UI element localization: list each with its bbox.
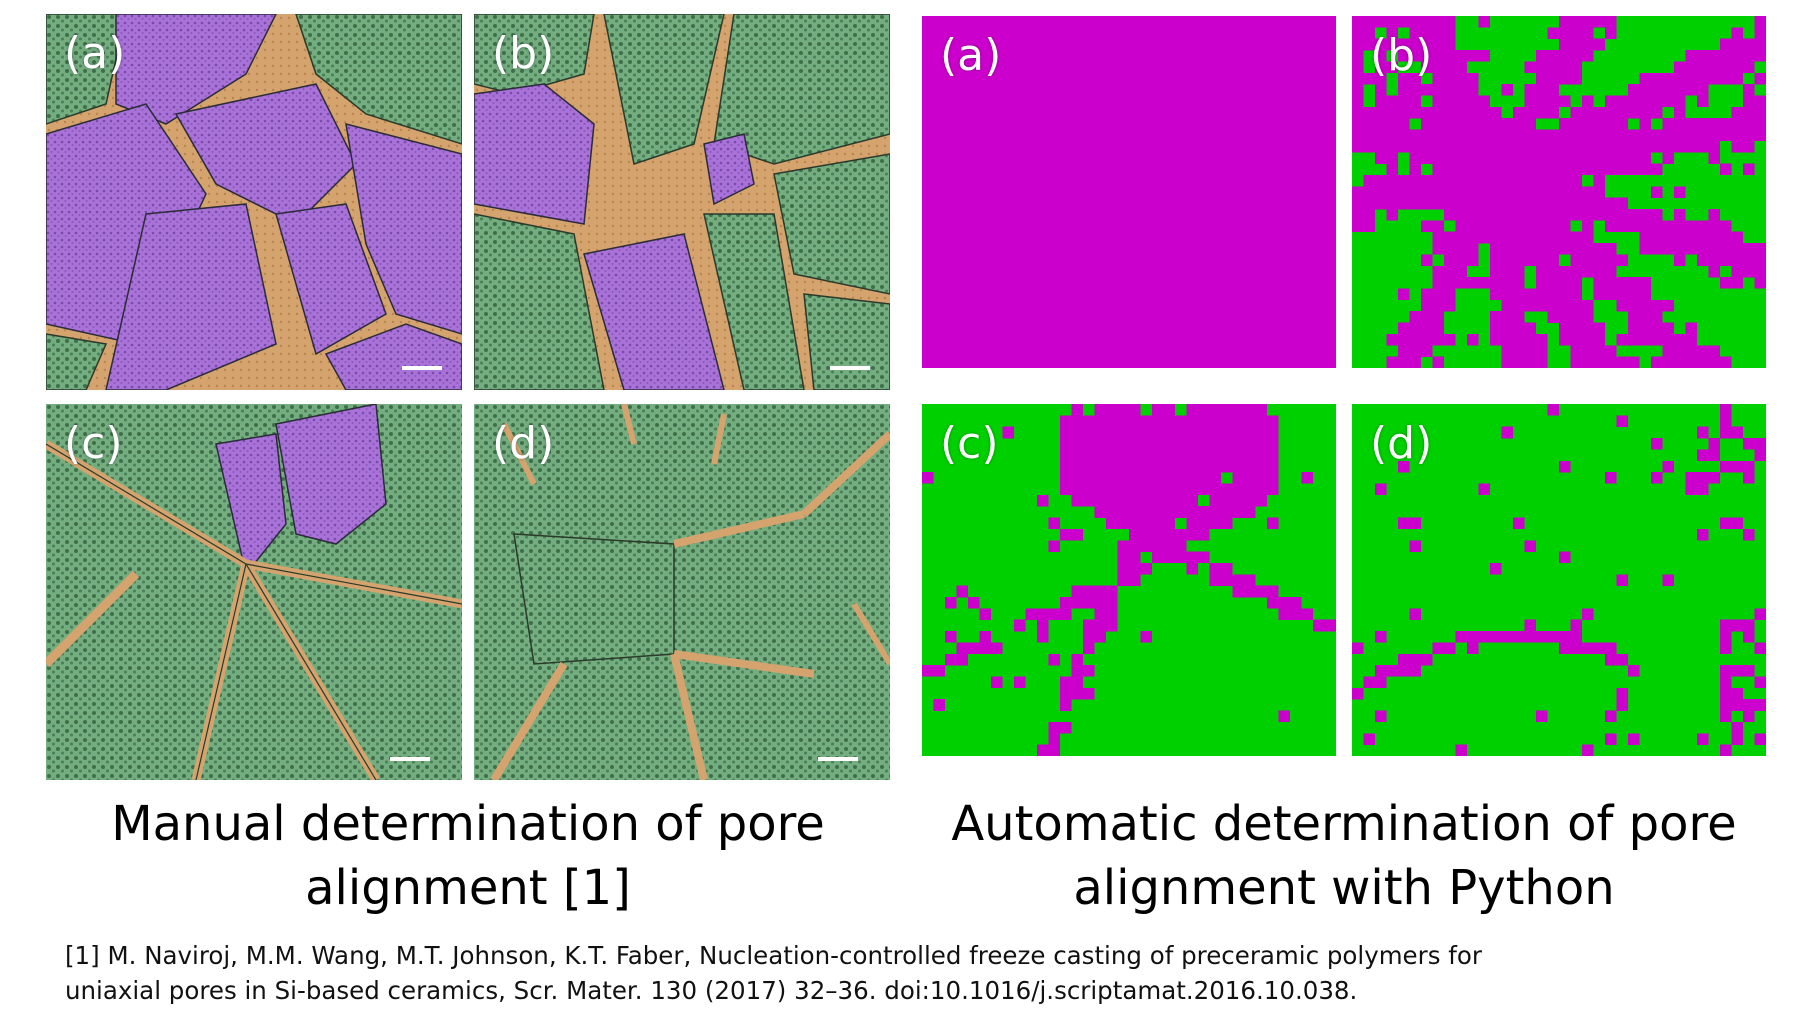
manual-panel-a: (a) bbox=[46, 14, 462, 390]
automatic-caption-line1: Automatic determination of pore bbox=[951, 796, 1737, 852]
auto-panel-d: (d) bbox=[1352, 404, 1766, 756]
manual-panel-label-c: (c) bbox=[64, 418, 123, 469]
auto-panel-b: (b) bbox=[1352, 16, 1766, 368]
manual-caption: Manual determination of pore alignment [… bbox=[46, 792, 890, 920]
auto-panel-a: (a) bbox=[922, 16, 1336, 368]
manual-micrograph-d bbox=[474, 404, 890, 780]
manual-panel-d: (d) bbox=[474, 404, 890, 780]
automatic-caption-line2: alignment with Python bbox=[1073, 860, 1615, 916]
auto-grid-b bbox=[1352, 16, 1766, 368]
manual-panel-label-d: (d) bbox=[492, 418, 555, 469]
auto-panel-c: (c) bbox=[922, 404, 1336, 756]
manual-micrograph-c bbox=[46, 404, 462, 780]
reference-line1: [1] M. Naviroj, M.M. Wang, M.T. Johnson,… bbox=[65, 941, 1482, 970]
auto-grid-c bbox=[922, 404, 1336, 756]
auto-grid-d bbox=[1352, 404, 1766, 756]
auto-panel-label-c: (c) bbox=[940, 418, 999, 469]
scale-bar bbox=[390, 757, 430, 761]
manual-micrograph-a bbox=[46, 14, 462, 390]
auto-panel-label-b: (b) bbox=[1370, 30, 1433, 81]
auto-grid-a bbox=[922, 16, 1336, 368]
manual-panel-label-b: (b) bbox=[492, 28, 555, 79]
scale-bar bbox=[402, 366, 442, 370]
automatic-caption: Automatic determination of pore alignmen… bbox=[922, 792, 1766, 920]
manual-caption-line2: alignment [1] bbox=[305, 860, 631, 916]
manual-micrograph-b bbox=[474, 14, 890, 390]
auto-panel-label-a: (a) bbox=[940, 30, 1002, 81]
scale-bar bbox=[830, 366, 870, 370]
manual-panel-c: (c) bbox=[46, 404, 462, 780]
auto-panel-label-d: (d) bbox=[1370, 418, 1433, 469]
manual-panel-label-a: (a) bbox=[64, 28, 126, 79]
reference: [1] M. Naviroj, M.M. Wang, M.T. Johnson,… bbox=[65, 938, 1765, 1008]
manual-caption-line1: Manual determination of pore bbox=[111, 796, 825, 852]
manual-panel-b: (b) bbox=[474, 14, 890, 390]
scale-bar bbox=[818, 757, 858, 761]
reference-line2: uniaxial pores in Si-based ceramics, Scr… bbox=[65, 976, 1358, 1005]
